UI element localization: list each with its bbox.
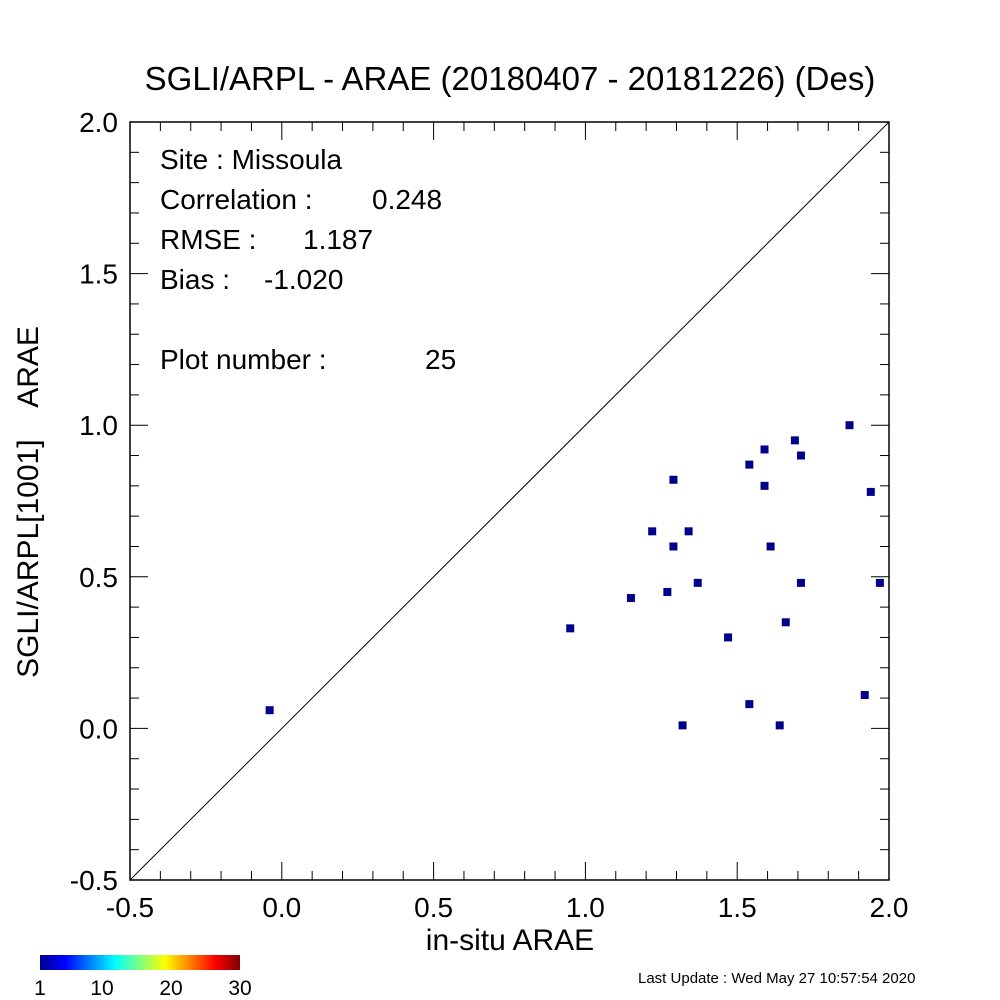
y-tick-label: 2.0 <box>79 107 118 138</box>
stat-value: -1.020 <box>264 264 343 295</box>
x-tick-label: 0.5 <box>414 892 453 923</box>
data-point <box>648 527 657 536</box>
data-point <box>566 624 575 633</box>
colorbar-labels: 1 10 20 30 <box>34 977 252 1000</box>
stat-value: 25 <box>425 344 456 375</box>
x-tick-label: 2.0 <box>870 892 909 923</box>
data-point <box>860 691 869 700</box>
plot-frame <box>129 121 890 881</box>
x-tick-labels: -0.5 0.0 0.5 1.0 1.5 2.0 <box>106 892 909 923</box>
one-to-one-line <box>129 121 890 881</box>
stat-label: RMSE : <box>160 224 256 255</box>
data-point <box>265 706 274 715</box>
data-point <box>790 436 799 445</box>
data-point <box>745 460 754 469</box>
y-axis-label: SGLI/ARPL[1001] ARAE <box>12 326 45 678</box>
data-point <box>796 451 805 460</box>
data-point <box>866 487 875 496</box>
colorbar-tick-label: 1 <box>34 977 46 1000</box>
data-points <box>265 421 884 730</box>
x-tick-label: -0.5 <box>106 892 154 923</box>
data-point <box>766 542 775 551</box>
x-tick-label: 0.0 <box>262 892 301 923</box>
x-tick-label: 1.0 <box>566 892 605 923</box>
data-point <box>845 421 854 430</box>
stats-block: Site : Missoula Correlation : 0.248 RMSE : 1… <box>160 144 456 375</box>
data-point <box>760 481 769 490</box>
stat-label: Bias : <box>160 264 230 295</box>
y-tick-label: 1.0 <box>79 410 118 441</box>
colorbar-tick-label: 20 <box>159 977 182 1000</box>
colorbar-tick-label: 10 <box>90 977 113 1000</box>
stat-label: Correlation : <box>160 184 313 215</box>
y-tick-label: 0.0 <box>79 713 118 744</box>
data-point <box>684 527 693 536</box>
x-axis-label: in-situ ARAE <box>426 924 594 957</box>
colorbar <box>40 955 240 970</box>
data-point <box>796 578 805 587</box>
data-point <box>875 578 884 587</box>
data-point <box>626 594 635 603</box>
data-point <box>669 475 678 484</box>
data-point <box>669 542 678 551</box>
data-point <box>663 587 672 596</box>
data-point <box>775 721 784 730</box>
chart-title: SGLI/ARPL - ARAE (20180407 - 20181226) (… <box>145 60 876 97</box>
y-tick-label: -0.5 <box>70 865 118 896</box>
stat-label: Site : Missoula <box>160 144 342 175</box>
data-point <box>781 618 790 627</box>
y-tick-labels: -0.5 0.0 0.5 1.0 1.5 2.0 <box>70 107 118 896</box>
data-point <box>693 578 702 587</box>
stat-value: 1.187 <box>303 224 373 255</box>
colorbar-tick-label: 30 <box>228 977 251 1000</box>
stat-value: 0.248 <box>372 184 442 215</box>
data-point <box>760 445 769 454</box>
x-tick-label: 1.5 <box>718 892 757 923</box>
last-update-text: Last Update : Wed May 27 10:57:54 2020 <box>638 970 916 987</box>
y-tick-label: 1.5 <box>79 259 118 290</box>
data-point <box>724 633 733 642</box>
y-tick-label: 0.5 <box>79 562 118 593</box>
stat-label: Plot number : <box>160 344 327 375</box>
data-point <box>678 721 687 730</box>
data-point <box>745 700 754 709</box>
